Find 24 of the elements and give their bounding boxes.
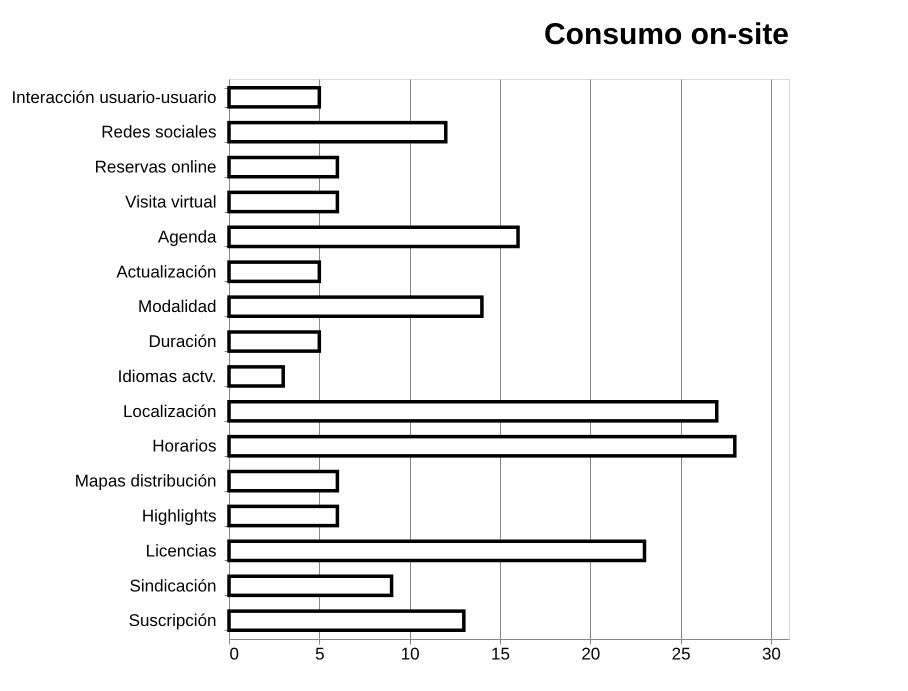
- y-tick-label: Horarios: [152, 436, 216, 456]
- y-tick-label: Suscripción: [128, 611, 216, 630]
- y-tick-label: Idiomas actv.: [118, 366, 216, 386]
- y-tick-label: Reservas online: [94, 158, 216, 177]
- y-tick-label: Localización: [122, 402, 216, 421]
- x-tick-label: 30: [762, 644, 781, 664]
- y-tick-label: Redes sociales: [101, 122, 216, 142]
- y-tick-label: Actualización: [116, 262, 216, 282]
- y-tick-label: Highlights: [142, 506, 216, 526]
- chart-title: Consumo on-site: [544, 18, 789, 51]
- y-tick-label: Agenda: [158, 227, 218, 246]
- x-tick-label: 0: [230, 644, 239, 664]
- y-tick-label: Modalidad: [138, 297, 216, 316]
- y-tick-label: Licencias: [146, 541, 216, 560]
- y-tick-label: Visita virtual: [125, 192, 216, 212]
- x-tick-label: 15: [491, 644, 510, 664]
- x-tick-label: 10: [400, 644, 420, 664]
- y-tick-label: Mapas distribución: [74, 472, 216, 491]
- x-tick-label: 25: [672, 644, 691, 664]
- y-tick-label: Sindicación: [130, 576, 216, 596]
- x-tick-label: 5: [315, 644, 325, 664]
- y-tick-label: Duración: [148, 332, 216, 352]
- x-tick-label: 20: [581, 644, 600, 664]
- y-tick-label: Interacción usuario-usuario: [11, 88, 216, 107]
